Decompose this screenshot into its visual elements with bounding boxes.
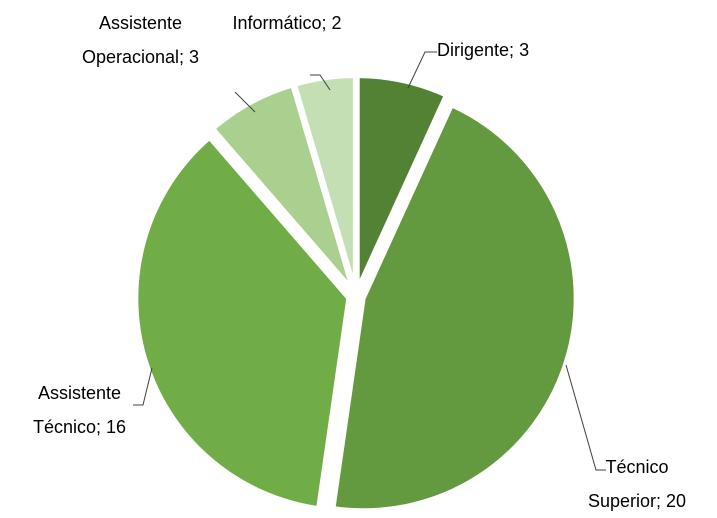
- label-separator: ;: [95, 417, 106, 437]
- label-separator: ;: [321, 13, 332, 33]
- label-category: Assistente Operacional: [81, 13, 183, 67]
- data-label: Dirigente; 3: [437, 33, 597, 67]
- data-label: Assistente Operacional; 3: [58, 6, 223, 74]
- data-label: Informático; 2: [212, 6, 362, 40]
- label-category: Técnico Superior: [587, 457, 669, 511]
- label-category: Informático: [232, 13, 322, 33]
- label-value: 2: [331, 13, 342, 33]
- label-category: Dirigente: [437, 40, 510, 60]
- pie-slice: [331, 102, 578, 510]
- slices: [134, 74, 578, 510]
- label-value: 16: [106, 417, 127, 437]
- leader-line: [565, 364, 606, 471]
- leader-line: [310, 74, 331, 91]
- pie-slice: [292, 74, 357, 289]
- label-separator: ;: [656, 491, 667, 511]
- label-category: Assistente Técnico: [32, 383, 122, 437]
- data-label: Assistente Técnico; 16: [12, 376, 147, 444]
- data-label: Técnico Superior; 20: [572, 450, 702, 518]
- label-value: 3: [519, 40, 530, 60]
- pie-slice: [210, 83, 355, 291]
- leader-line: [407, 51, 437, 89]
- label-value: 3: [189, 47, 200, 67]
- leader-line: [234, 91, 256, 113]
- leader-line: [133, 367, 153, 406]
- label-separator: ;: [179, 47, 190, 67]
- label-separator: ;: [509, 40, 520, 60]
- pie-slice: [355, 74, 449, 290]
- label-value: 20: [666, 491, 687, 511]
- pie-slice: [134, 135, 351, 510]
